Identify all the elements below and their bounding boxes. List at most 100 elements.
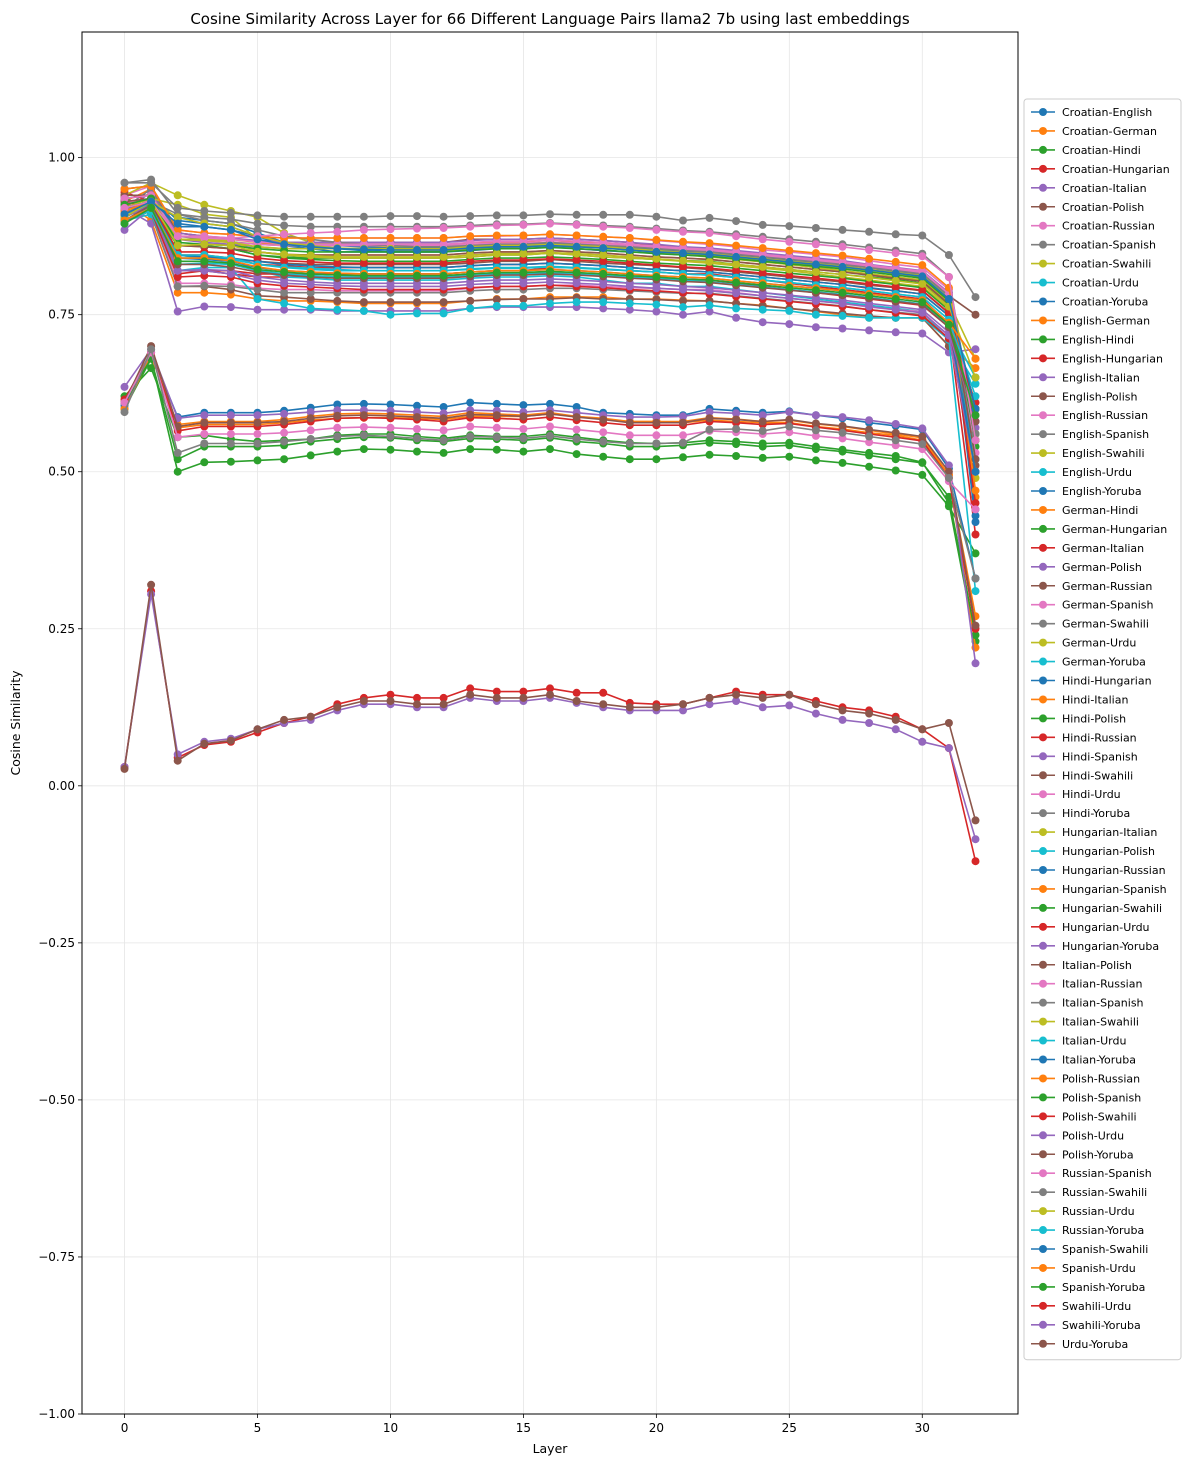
data-point (359, 399, 368, 408)
data-point (466, 257, 475, 266)
legend-item: Croatian-Polish (1031, 201, 1144, 214)
data-point (439, 224, 448, 232)
legend-label: Swahili-Urdu (1062, 1300, 1131, 1313)
data-point (625, 299, 634, 308)
y-tick-label: 0.00 (48, 779, 75, 793)
data-point (359, 306, 368, 315)
legend-item: Hungarian-Swahili (1031, 902, 1162, 915)
data-point (466, 410, 475, 419)
legend-swatch-marker (1039, 1055, 1047, 1064)
data-point (652, 413, 661, 422)
legend-swatch-marker (1039, 1301, 1047, 1310)
data-point (333, 432, 342, 441)
data-point (546, 230, 554, 239)
data-point (811, 268, 820, 276)
legend-item: Hindi-Polish (1031, 712, 1126, 725)
legend-item: Polish-Yoruba (1031, 1148, 1134, 1161)
data-point (253, 430, 262, 438)
legend-item: Italian-Russian (1031, 978, 1142, 991)
data-point (652, 247, 661, 256)
data-point (359, 445, 368, 454)
data-point (439, 246, 448, 254)
legend-label: Hungarian-Swahili (1062, 902, 1162, 915)
legend-swatch-marker (1039, 543, 1047, 552)
data-point (280, 437, 289, 446)
legend-item: German-Hungarian (1031, 523, 1167, 536)
data-point (546, 241, 554, 250)
legend-swatch-marker (1039, 392, 1047, 401)
legend-swatch-marker (1039, 619, 1047, 628)
data-point (705, 239, 714, 248)
data-point (546, 210, 554, 219)
data-point (758, 244, 767, 253)
data-point (359, 298, 368, 307)
data-point (120, 210, 129, 219)
data-point (599, 210, 608, 219)
legend-label: Hindi-Polish (1062, 712, 1126, 725)
data-point (891, 269, 900, 278)
data-point (413, 252, 421, 261)
data-point (306, 451, 315, 460)
data-point (758, 442, 767, 451)
legend-item: Italian-Polish (1031, 959, 1132, 972)
data-point (173, 273, 182, 281)
data-point (333, 296, 342, 305)
data-point (359, 271, 368, 280)
data-point (466, 251, 475, 259)
data-point (679, 310, 687, 319)
legend-label: Croatian-Hungarian (1062, 163, 1170, 176)
data-point (971, 345, 980, 354)
legend-label: Italian-Spanish (1062, 997, 1144, 1010)
data-point (253, 439, 262, 448)
data-point (359, 423, 368, 432)
data-point (652, 455, 661, 464)
legend-item: Hungarian-Polish (1031, 845, 1155, 858)
data-point (120, 408, 129, 417)
legend-label: Russian-Spanish (1062, 1167, 1152, 1180)
legend-label: German-Polish (1062, 561, 1142, 574)
data-point (439, 234, 448, 242)
data-point (679, 249, 687, 258)
legend-swatch-marker (1039, 487, 1047, 495)
legend-label: Hindi-Spanish (1062, 750, 1138, 763)
data-point (891, 725, 900, 734)
legend-item: Russian-Yoruba (1031, 1224, 1144, 1237)
data-point (572, 403, 581, 411)
data-point (652, 439, 661, 448)
data-point (732, 409, 741, 418)
data-point (306, 269, 315, 278)
data-point (865, 438, 874, 447)
data-point (519, 231, 528, 240)
legend-swatch-marker (1039, 998, 1047, 1007)
data-point (413, 693, 421, 702)
data-point (226, 215, 235, 224)
data-point (758, 262, 767, 271)
legend-swatch-marker (1039, 676, 1047, 685)
legend-item: Hungarian-Russian (1031, 864, 1166, 877)
legend-swatch-marker (1039, 1074, 1047, 1083)
data-point (625, 439, 634, 448)
data-point (386, 432, 395, 441)
data-point (413, 246, 421, 254)
data-point (865, 432, 874, 441)
data-point (226, 303, 235, 312)
data-point (306, 414, 315, 423)
data-point (519, 211, 528, 220)
plot-frame (81, 31, 1019, 1415)
data-point (546, 254, 554, 263)
data-point (652, 212, 661, 221)
legend-item: English-Spanish (1031, 428, 1149, 441)
data-point (944, 719, 953, 727)
data-point (838, 251, 847, 260)
data-point (811, 700, 820, 709)
data-point (200, 257, 209, 266)
data-point (466, 432, 475, 441)
legend-label: Croatian-Urdu (1062, 277, 1139, 290)
data-point (865, 246, 874, 254)
data-point (333, 400, 342, 409)
data-point (679, 227, 687, 236)
data-point (572, 256, 581, 264)
data-point (519, 425, 528, 433)
data-point (918, 272, 927, 281)
data-point (333, 703, 342, 712)
